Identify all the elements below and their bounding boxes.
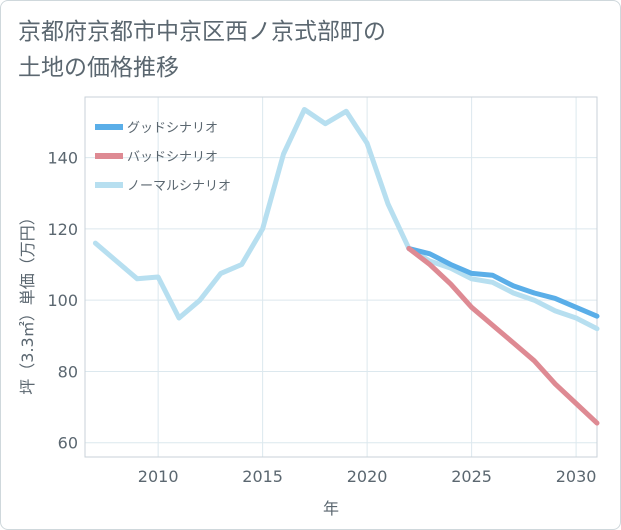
legend-label-1: バッドシナリオ: [127, 150, 218, 165]
chart-title-line-2: 土地の価格推移: [18, 55, 179, 81]
legend-label-0: グッドシナリオ: [127, 121, 218, 136]
plot-area-frame: [84, 96, 598, 458]
y-tick-label: 120: [47, 220, 78, 239]
x-tick-label: 2020: [347, 467, 388, 486]
y-tick-label: 80: [58, 362, 78, 381]
legend-label-2: ノーマルシナリオ: [127, 179, 231, 194]
series-line-1: [406, 246, 600, 426]
y-tick-label: 140: [47, 149, 78, 168]
y-tick-label: 60: [58, 434, 78, 453]
chart-title-line-1: 京都府京都市中京区西ノ京式部町の: [18, 19, 386, 45]
series-line-0: [406, 246, 600, 319]
y-axis-ticks: 60 80 100 120 140: [47, 149, 78, 453]
series-lines: [92, 107, 600, 426]
x-axis-label: 年: [323, 499, 339, 518]
chart-title: 京都府京都市中京区西ノ京式部町の 土地の価格推移: [18, 14, 578, 86]
x-tick-label: 2030: [556, 467, 597, 486]
x-axis-ticks: 2010 2015 2020 2025 2030: [138, 467, 597, 486]
series-line-2: [92, 107, 600, 332]
x-tick-label: 2015: [242, 467, 283, 486]
x-tick-label: 2010: [138, 467, 179, 486]
y-axis-label: 坪（3.3㎡）単価（万円）: [18, 209, 37, 394]
y-tick-label: 100: [47, 291, 78, 310]
x-tick-label: 2025: [451, 467, 492, 486]
